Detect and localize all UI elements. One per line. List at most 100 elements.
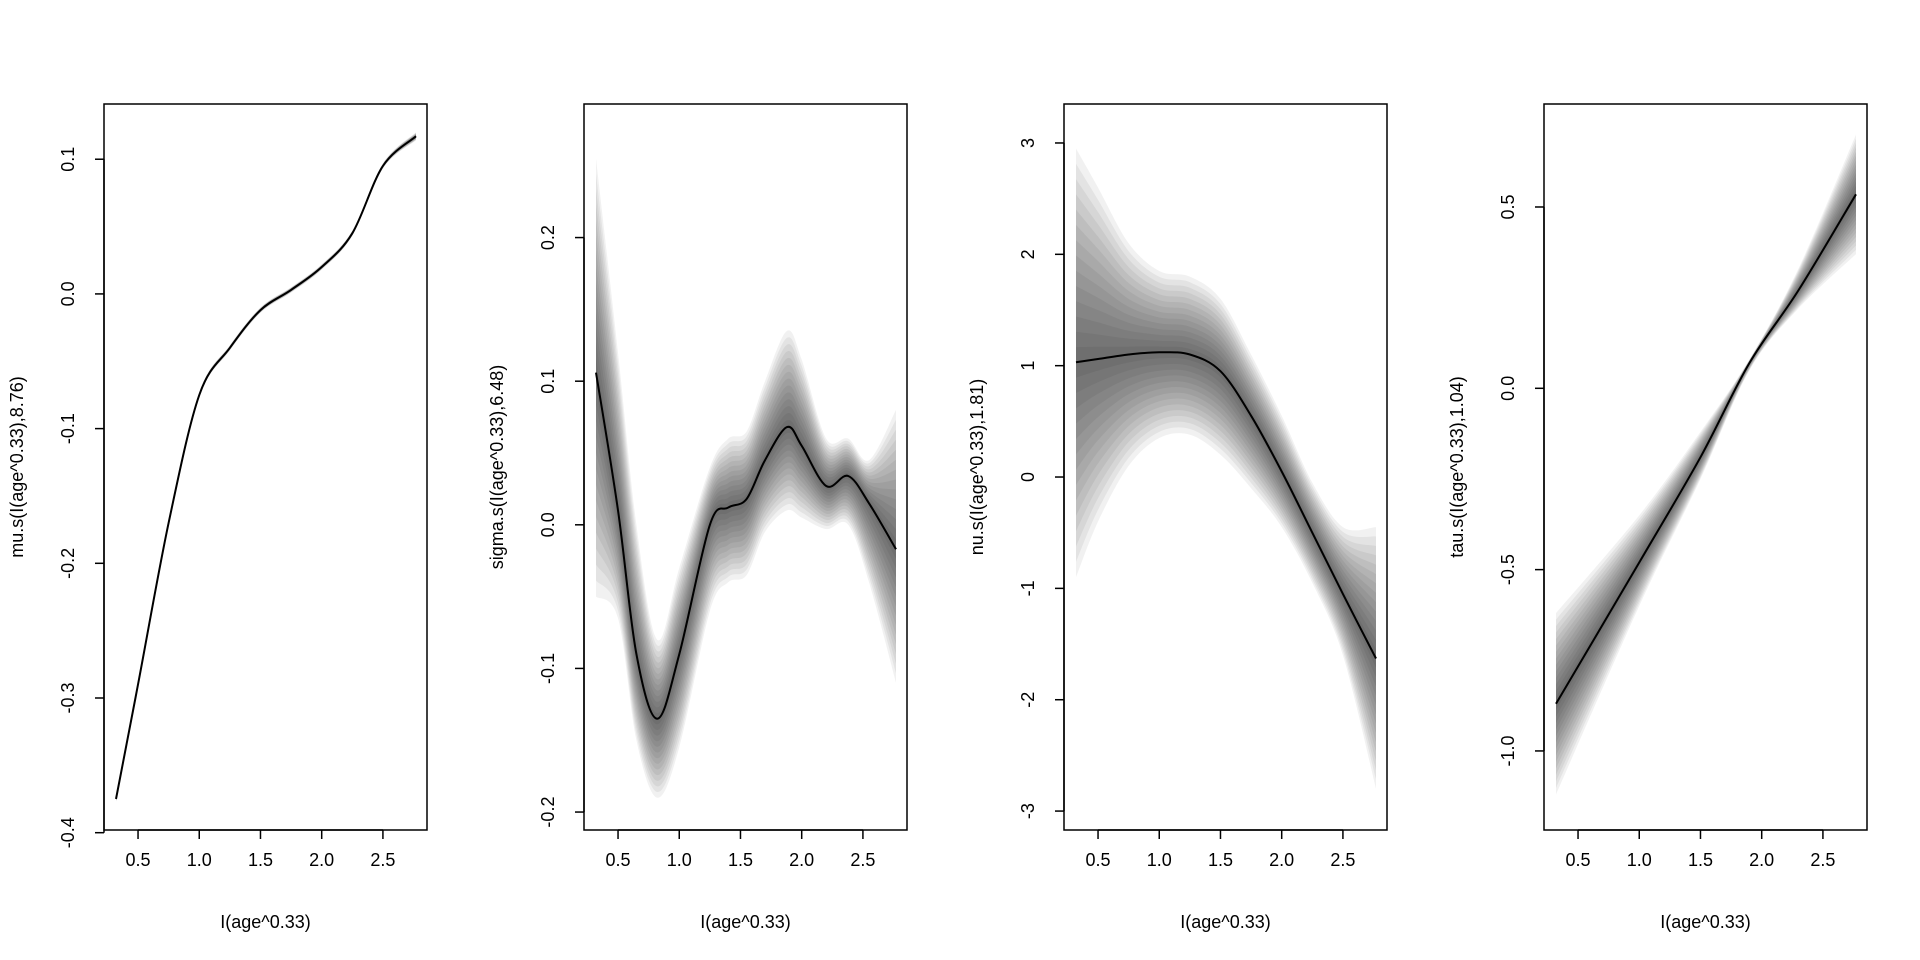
y-tick-label: 0.0: [538, 512, 558, 537]
confidence-band: [1076, 316, 1376, 687]
confidence-band: [116, 134, 416, 801]
panel-3: 0.5 1.0 1.5 2.0 2.5 I(age^0.33) -3 -2 -1 0 1 2 3 nu.s…: [967, 103, 1388, 932]
fitted-curve: [115, 135, 417, 800]
y-tick-label: 0.5: [1498, 194, 1518, 219]
x-tick-label: 2.5: [850, 850, 875, 870]
y-tick-label: -1.0: [1498, 735, 1518, 766]
confidence-band: [116, 135, 416, 800]
confidence-band: [596, 189, 896, 787]
x-axis-label: I(age^0.33): [1660, 912, 1751, 932]
confidence-band: [1556, 143, 1856, 782]
x-tick-label: 0.5: [126, 850, 151, 870]
confidence-band: [1076, 331, 1376, 678]
confidence-band: [596, 219, 896, 776]
confidence-band: [1076, 224, 1376, 743]
x-axis-label: I(age^0.33): [220, 912, 311, 932]
y-tick-label: 0: [1018, 472, 1038, 482]
y-tick-label: 0.0: [58, 281, 78, 306]
x-tick-label: 2.0: [1269, 850, 1294, 870]
y-tick-label: 0.1: [538, 369, 558, 394]
x-tick-label: 1.5: [248, 850, 273, 870]
x-tick-label: 2.5: [1330, 850, 1355, 870]
y-tick-label: 0.0: [1498, 376, 1518, 401]
y-tick-label: -2: [1018, 692, 1038, 708]
x-tick-label: 2.5: [1810, 850, 1835, 870]
x-tick-label: 1.0: [1147, 850, 1172, 870]
confidence-band: [1076, 194, 1376, 761]
y-tick-label: -1: [1018, 580, 1038, 596]
confidence-band: [116, 132, 416, 802]
x-axis-label: I(age^0.33): [1180, 912, 1271, 932]
confidence-band: [116, 133, 416, 802]
panel-2: 0.5 1.0 1.5 2.0 2.5 I(age^0.33) -0.2 -0.1 0.0 0.1…: [487, 103, 908, 932]
x-tick-label: 1.0: [1627, 850, 1652, 870]
plot-frame: [103, 103, 428, 831]
confidence-band: [1556, 155, 1856, 763]
y-axis-label: nu.s(I(age^0.33),1.81): [967, 379, 987, 556]
fitted-curve: [1075, 351, 1377, 659]
x-tick-label: 1.0: [187, 850, 212, 870]
confidence-band: [596, 173, 896, 793]
y-tick-label: -0.3: [58, 682, 78, 713]
x-tick-label: 0.5: [606, 850, 631, 870]
confidence-band: [116, 135, 416, 800]
confidence-band: [116, 134, 416, 801]
x-tick-label: 0.5: [1086, 850, 1111, 870]
confidence-band: [1076, 179, 1376, 771]
x-tick-label: 1.0: [667, 850, 692, 870]
y-tick-label: 1: [1018, 361, 1038, 371]
confidence-band: [596, 235, 896, 770]
panel-1: 0.5 1.0 1.5 2.0 2.5 I(age^0.33) -0.4 -0.3 -0.2 -0…: [7, 103, 428, 932]
y-axis-label: sigma.s(I(age^0.33),6.48): [487, 365, 507, 570]
y-tick-label: 2: [1018, 249, 1038, 259]
y-axis-label: tau.s(I(age^0.33),1.04): [1447, 376, 1467, 558]
y-axis-label: mu.s(I(age^0.33),8.76): [7, 376, 27, 558]
x-tick-label: 2.0: [309, 850, 334, 870]
confidence-band: [1076, 148, 1376, 789]
y-tick-label: -0.2: [538, 797, 558, 828]
y-tick-label: 0.1: [58, 147, 78, 172]
x-tick-label: 2.0: [789, 850, 814, 870]
confidence-band: [1556, 164, 1856, 750]
confidence-band: [1556, 134, 1856, 795]
x-axis-label: I(age^0.33): [700, 912, 791, 932]
confidence-band: [1556, 160, 1856, 756]
confidence-band: [596, 158, 896, 798]
confidence-band: [1076, 209, 1376, 752]
confidence-band: [596, 204, 896, 781]
confidence-band: [116, 134, 416, 801]
confidence-band: [116, 133, 416, 801]
confidence-band: [1556, 147, 1856, 776]
confidence-band: [1076, 240, 1376, 733]
confidence-band: [116, 135, 416, 800]
x-tick-label: 2.5: [370, 850, 395, 870]
y-tick-label: -0.5: [1498, 554, 1518, 585]
confidence-band: [1556, 151, 1856, 769]
confidence-band: [116, 133, 416, 801]
y-tick-label: 0.2: [538, 225, 558, 250]
confidence-band: [1076, 255, 1376, 724]
y-tick-label: -0.4: [58, 817, 78, 848]
fitted-curve: [595, 372, 897, 720]
confidence-band: [596, 280, 896, 753]
confidence-band: [1076, 163, 1376, 780]
x-tick-label: 1.5: [1688, 850, 1713, 870]
confidence-band: [1076, 270, 1376, 715]
confidence-band: [596, 265, 896, 759]
x-tick-label: 0.5: [1566, 850, 1591, 870]
confidence-band: [116, 136, 416, 800]
confidence-band: [1556, 138, 1856, 788]
x-tick-label: 2.0: [1749, 850, 1774, 870]
y-tick-label: 3: [1018, 138, 1038, 148]
x-tick-label: 1.5: [728, 850, 753, 870]
confidence-band: [116, 134, 416, 800]
fitted-curve: [1555, 193, 1857, 705]
panel-4: 0.5 1.0 1.5 2.0 2.5 I(age^0.33) -1.0 -0.5 0.0 0.5…: [1447, 103, 1868, 932]
confidence-band: [1076, 286, 1376, 705]
confidence-band: [1556, 168, 1856, 743]
y-tick-label: -0.1: [58, 413, 78, 444]
y-tick-label: -3: [1018, 803, 1038, 819]
confidence-band: [116, 132, 416, 802]
confidence-band: [116, 132, 416, 802]
